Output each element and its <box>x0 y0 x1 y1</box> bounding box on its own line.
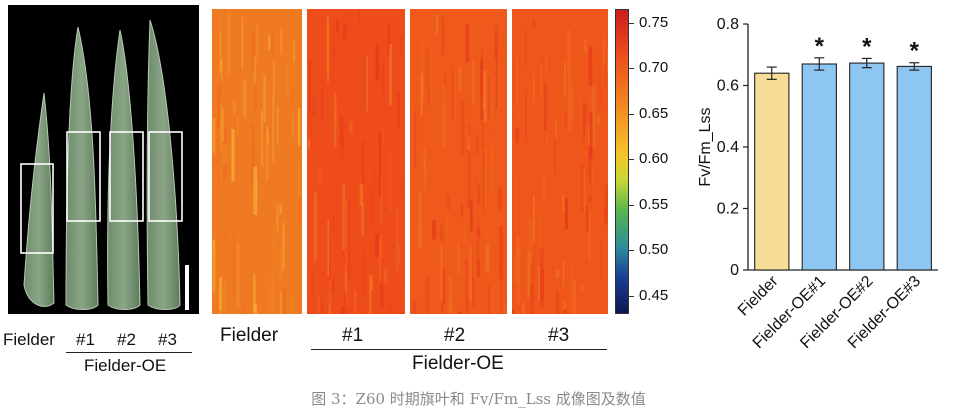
bar <box>801 63 837 271</box>
x-tick-label: Fielder <box>735 272 782 319</box>
y-tick-label: 0.6 <box>717 78 739 95</box>
colorbar-tick <box>629 68 634 70</box>
y-tick-label: 0 <box>730 262 739 279</box>
colorbar-tick <box>629 204 634 206</box>
fluorescence-image-oe2 <box>410 9 507 314</box>
group-label-a: Fielder-OE <box>84 356 167 375</box>
colorbar-tick-label: 0.75 <box>639 13 669 31</box>
colorbar-tick-label: 0.55 <box>639 195 669 213</box>
bar <box>896 65 932 271</box>
fluorescence-image-oe1 <box>307 9 405 314</box>
group-label-b: Fielder-OE <box>412 353 504 374</box>
colorbar-tick <box>629 22 634 24</box>
leaf-label-oe3: #3 <box>158 330 177 349</box>
colorbar-tick-label: 0.70 <box>639 59 669 77</box>
roi-box-oe2 <box>109 131 144 222</box>
leaf-photo <box>8 5 199 314</box>
leaf-label-oe2: #2 <box>117 330 136 349</box>
figure-caption: 图 3：Z60 时期旗叶和 Fv/Fm_Lss 成像图及数值 <box>311 390 646 408</box>
leaf-oe2 <box>107 29 141 310</box>
significance-marker: * <box>910 38 920 65</box>
y-tick-label: 0.8 <box>717 16 739 33</box>
colorbar-tick <box>629 113 634 115</box>
colorbar-tick <box>629 295 634 297</box>
group-underline-a <box>66 352 192 353</box>
bar <box>849 62 885 271</box>
significance-marker: * <box>815 33 825 60</box>
leaf-label-oe1: #1 <box>76 330 95 349</box>
leaf-oe3 <box>146 19 181 310</box>
scale-bar <box>185 265 189 310</box>
significance-marker: * <box>862 33 872 60</box>
fluorescence-image-fielder <box>212 9 302 314</box>
colorbar-tick <box>629 250 634 252</box>
image-label-oe3: #3 <box>548 325 570 346</box>
colorbar-tick-label: 0.65 <box>639 104 669 122</box>
y-tick-label: 0.2 <box>717 201 739 218</box>
image-label-oe2: #2 <box>444 325 466 346</box>
leaf-label-fielder: Fielder <box>3 330 55 349</box>
fluorescence-image-oe3 <box>512 9 608 314</box>
y-axis-label: Fv/Fm_Lss <box>697 107 714 186</box>
roi-box-oe3 <box>148 131 183 222</box>
bar-chart: 00.20.40.60.8Fv/Fm_Lss * * * FielderFielde… <box>697 16 938 352</box>
colorbar-tick-label: 0.50 <box>639 241 669 259</box>
image-label-fielder: Fielder <box>220 325 279 346</box>
leaf-oe1 <box>65 26 99 310</box>
colorbar <box>615 9 629 314</box>
colorbar-tick-label: 0.60 <box>639 150 669 168</box>
group-underline-b <box>311 349 607 350</box>
leaf-fielder <box>23 92 55 307</box>
bar <box>754 72 790 271</box>
image-label-oe1: #1 <box>342 325 364 346</box>
roi-box-oe1 <box>66 131 101 222</box>
y-tick-label: 0.4 <box>717 139 739 156</box>
roi-box-fielder <box>20 163 54 254</box>
colorbar-tick-label: 0.45 <box>639 286 669 304</box>
colorbar-tick <box>629 159 634 161</box>
